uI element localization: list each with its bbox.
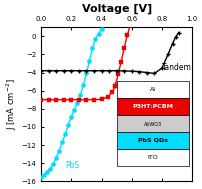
Text: Al/WO3: Al/WO3 <box>144 121 162 126</box>
Text: Al: Al <box>150 87 156 92</box>
Text: P3HT:PCBM: P3HT:PCBM <box>133 104 173 109</box>
Text: PbS QDs: PbS QDs <box>138 138 168 143</box>
Text: Tandem: Tandem <box>162 64 192 73</box>
Text: PbS: PbS <box>65 160 80 170</box>
Y-axis label: J [mA cm$^{-2}$]: J [mA cm$^{-2}$] <box>4 78 19 130</box>
Bar <box>117 98 189 115</box>
Text: P3HT: P3HT <box>114 82 134 91</box>
Title: Voltage [V]: Voltage [V] <box>82 4 152 14</box>
Bar <box>117 81 189 98</box>
Text: ITO: ITO <box>147 155 158 160</box>
Bar <box>117 149 189 166</box>
Bar <box>117 132 189 149</box>
Bar <box>117 115 189 132</box>
